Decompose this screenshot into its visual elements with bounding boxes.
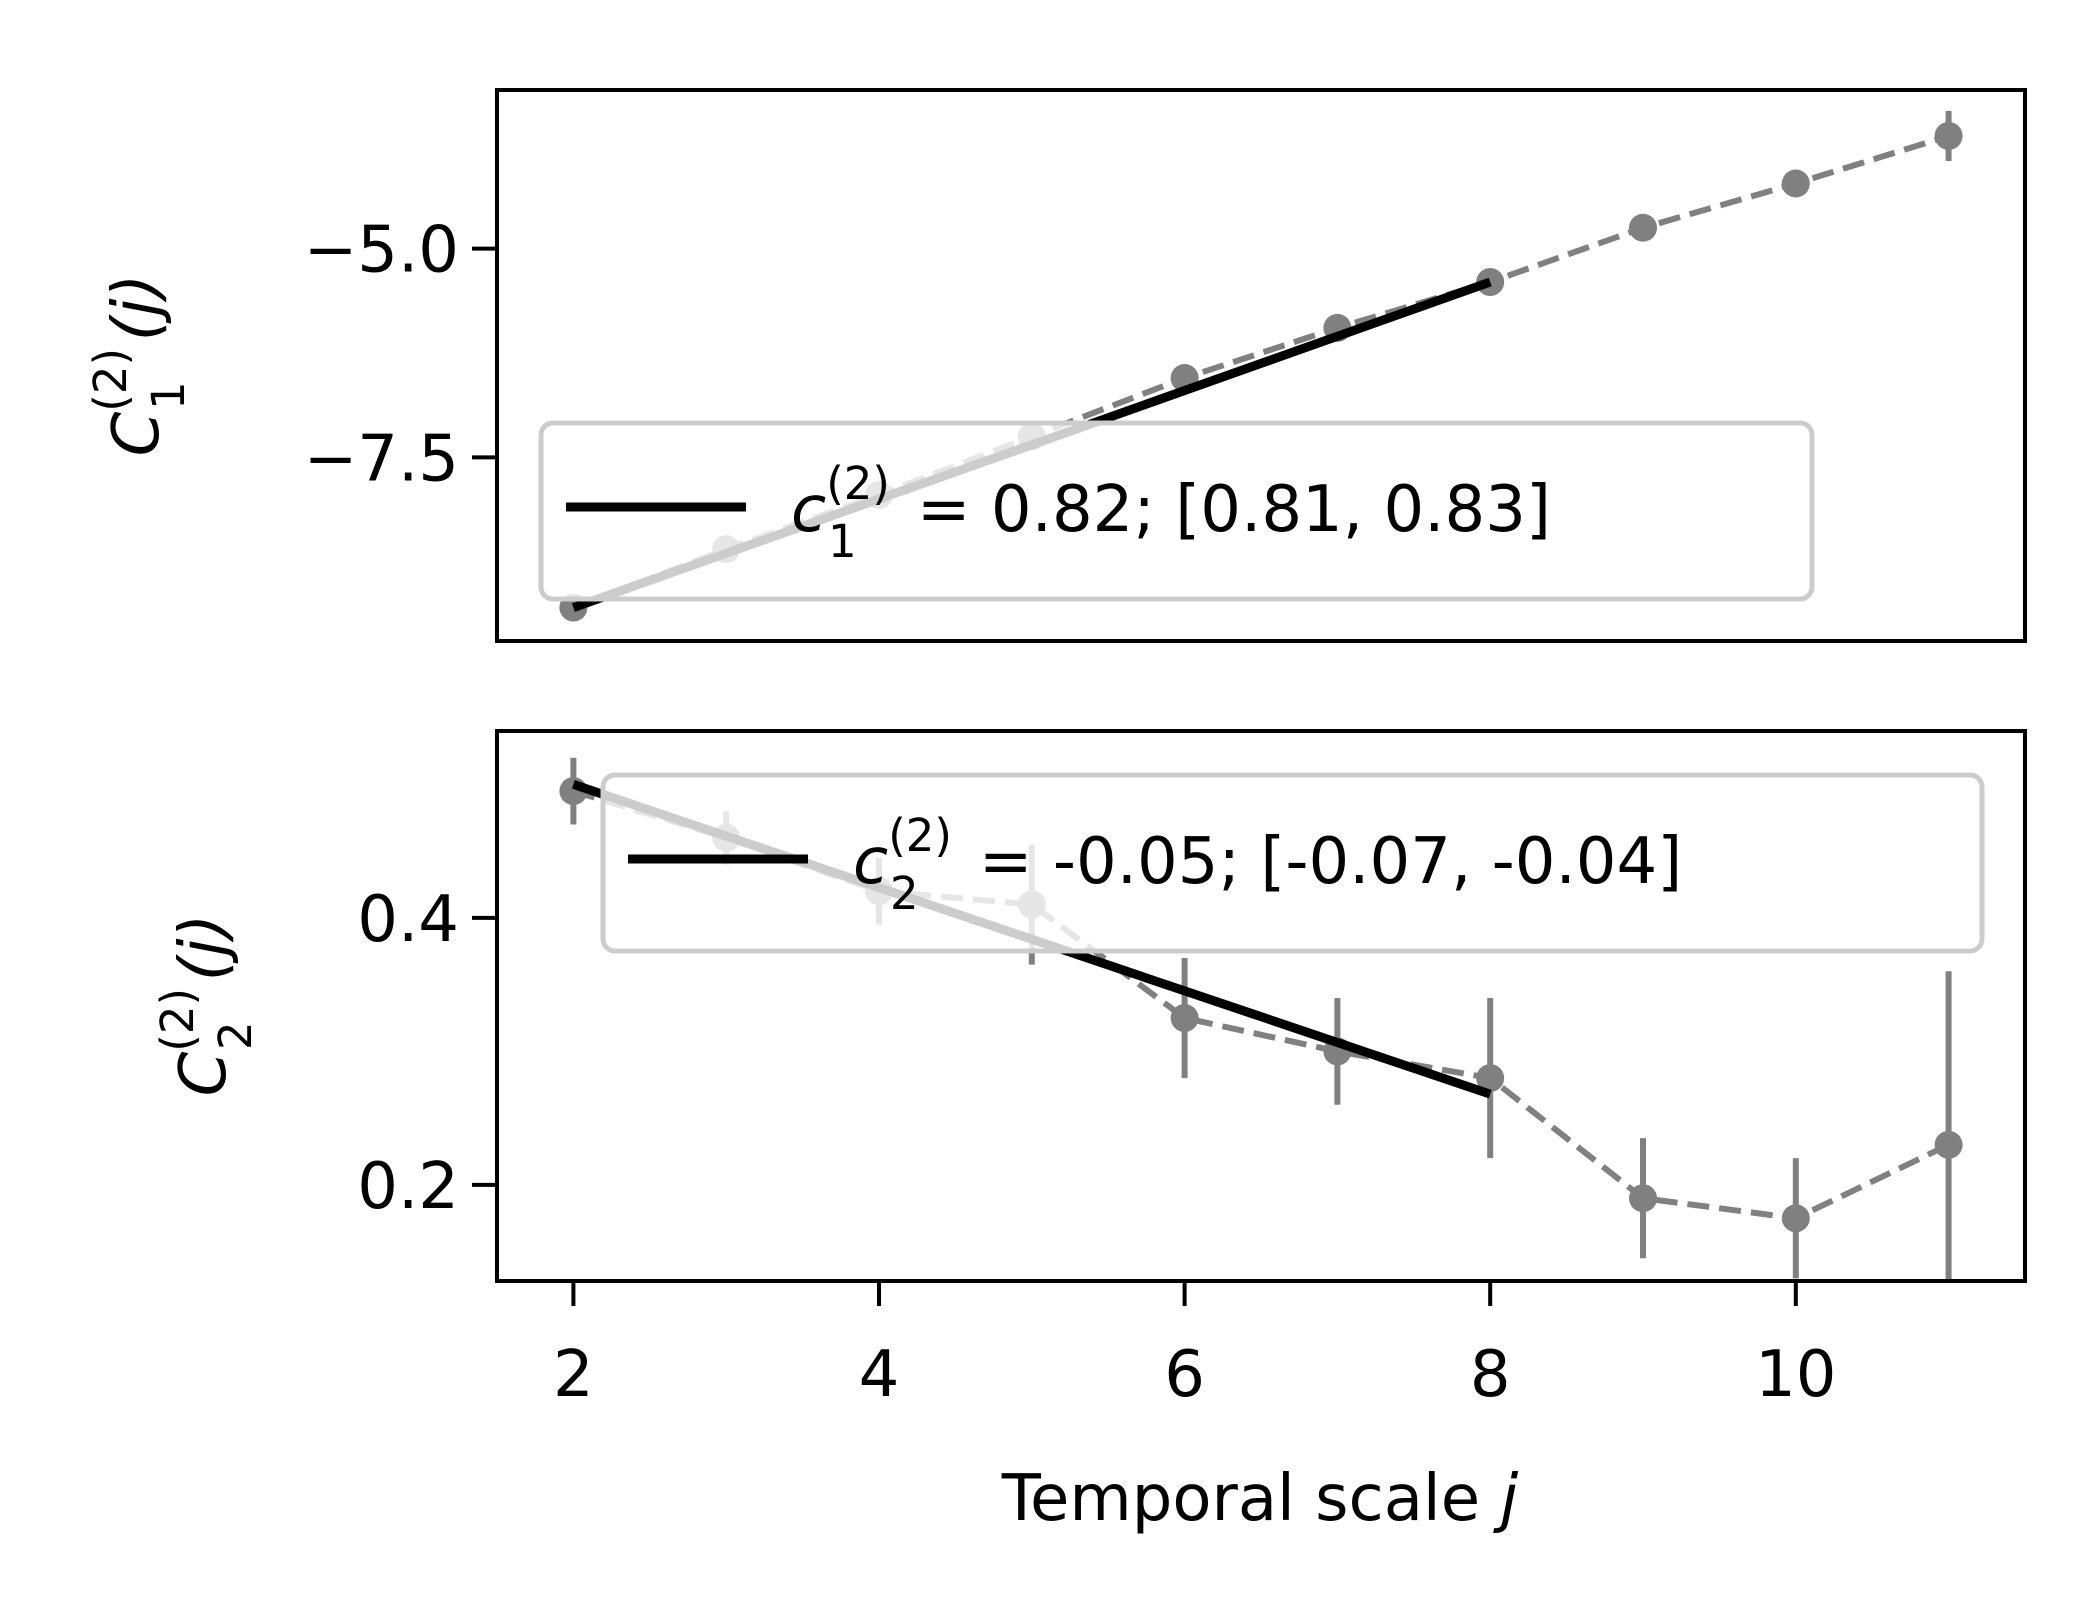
y-tick-label: −7.5 (304, 422, 459, 496)
data-point (1629, 1184, 1657, 1213)
top-legend: c(2) 1 = 0.82; [0.81, 0.83] (538, 420, 1815, 602)
x-tick-label: 10 (1755, 1338, 1836, 1412)
legend-box (600, 772, 1985, 954)
data-point (1934, 121, 1963, 150)
legend-label: c(2) 1 = 0.82; [0.81, 0.83] (791, 457, 1551, 568)
y-label-base: C (100, 411, 174, 456)
y-label-argument: (j) (167, 914, 241, 982)
data-point (1781, 169, 1810, 198)
y-label-subscript: 2 (209, 1021, 262, 1050)
x-axis-title: Temporal scale j (1001, 1462, 1519, 1536)
y-label-argument: (j) (100, 274, 174, 342)
x-tick-label: 8 (1470, 1338, 1511, 1412)
legend-subscript: 2 (890, 867, 919, 920)
legend-label: c(2) 2 = -0.05; [-0.07, -0.04] (853, 809, 1682, 920)
y-axis-title: C(2) 2 (j) (151, 914, 262, 1097)
y-tick-label: 0.4 (357, 883, 459, 957)
data-point (1476, 1064, 1505, 1093)
bottom-y-label: C(2) 2 (j) (151, 914, 262, 1097)
x-tick-label: 2 (553, 1338, 594, 1412)
data-point (1170, 1004, 1199, 1033)
y-label-subscript: 1 (142, 381, 195, 410)
legend-value: = -0.05; [-0.07, -0.04] (959, 825, 1683, 899)
legend-box (538, 420, 1815, 602)
data-point (1781, 1204, 1810, 1233)
y-tick-label: −5.0 (304, 214, 459, 288)
x-tick-label: 6 (1164, 1338, 1205, 1412)
top-y-label: C(2) 1 (j) (84, 274, 195, 457)
legend-symbol: c (791, 473, 826, 547)
y-label-superscript: (2) (84, 348, 137, 412)
top-plot-frame (495, 88, 2027, 643)
x-tick-label: 4 (859, 1338, 900, 1412)
y-axis-title: C(2) 1 (j) (84, 274, 195, 457)
top-panel: −5.0−7.5 c(2) 1 = 0.82; [0.81, 0.83] C(2)… (84, 88, 2027, 643)
legend-symbol: c (853, 825, 888, 899)
top-y-ticks: −5.0 −7.5 (304, 214, 497, 496)
legend-superscript: (2) (888, 809, 952, 862)
data-point (1934, 1130, 1963, 1159)
bottom-y-ticks: 0.4 0.2 (357, 883, 497, 1224)
data-point (1629, 213, 1657, 242)
y-label-superscript: (2) (151, 988, 204, 1052)
legend-subscript: 1 (828, 515, 857, 568)
legend-superscript: (2) (826, 457, 890, 510)
y-label-base: C (167, 1051, 241, 1096)
y-tick-label: 0.2 (357, 1150, 459, 1224)
bottom-panel: 0.40.2 2 4 6 8 10 c(2) 2 = -0.05; [-0.07, -0.… (151, 729, 2027, 1536)
x-ticks: 2 4 6 8 10 (553, 1281, 1837, 1412)
legend-value: = 0.82; [0.81, 0.83] (897, 473, 1551, 547)
bottom-plot-frame (495, 729, 2027, 1283)
bottom-legend: c(2) 2 = -0.05; [-0.07, -0.04] (600, 772, 1985, 954)
